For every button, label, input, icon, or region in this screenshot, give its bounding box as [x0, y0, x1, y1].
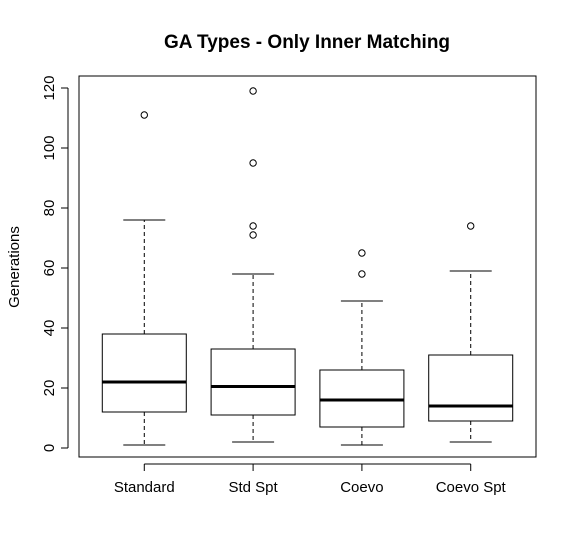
outlier-point — [249, 231, 257, 239]
x-tick-label: Coevo Spt — [436, 479, 507, 496]
y-tick-label: 0 — [41, 444, 58, 452]
box-iqr — [428, 354, 514, 422]
x-tick-label: Coevo — [340, 479, 383, 496]
y-axis-label: Generations — [6, 226, 23, 308]
y-tick-label: 80 — [41, 200, 58, 217]
plot-frame — [78, 75, 537, 458]
outlier-point — [249, 159, 257, 167]
box-2 — [210, 87, 296, 443]
y-tick-label: 40 — [41, 320, 58, 337]
box-iqr — [101, 333, 187, 413]
outlier-point — [249, 87, 257, 95]
outlier-point — [140, 111, 148, 119]
boxes-group — [101, 87, 514, 446]
x-tick-label: Std Spt — [228, 479, 278, 496]
y-tick-label: 60 — [41, 260, 58, 277]
box-iqr — [210, 348, 296, 416]
box-4 — [428, 222, 514, 443]
y-tick-label: 20 — [41, 380, 58, 397]
box-1 — [101, 111, 187, 446]
y-axis: 0 20 40 60 80 100 120 — [41, 75, 69, 452]
y-tick-label: 100 — [41, 135, 58, 160]
outlier-point — [358, 270, 366, 278]
outlier-point — [358, 249, 366, 257]
outlier-point — [249, 222, 257, 230]
y-tick-label: 120 — [41, 75, 58, 100]
box-3 — [319, 249, 405, 446]
x-axis: Standard Std Spt Coevo Coevo Spt — [114, 463, 507, 496]
chart-title: GA Types - Only Inner Matching — [164, 32, 450, 53]
outlier-point — [467, 222, 475, 230]
x-tick-label: Standard — [114, 479, 175, 496]
